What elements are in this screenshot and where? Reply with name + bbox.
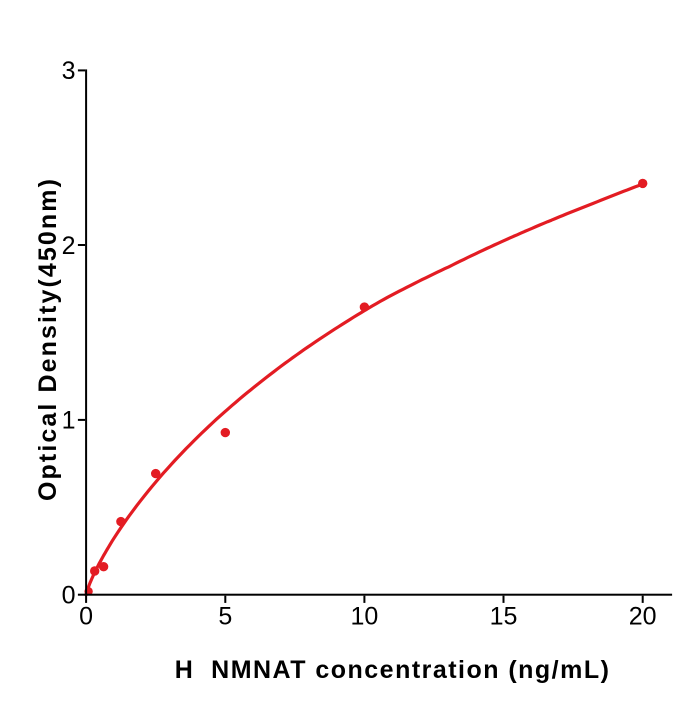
svg-text:5: 5 <box>218 602 232 630</box>
svg-text:0: 0 <box>62 582 76 610</box>
svg-text:20: 20 <box>629 602 657 630</box>
svg-text:Optical Density(450nm): Optical Density(450nm) <box>34 177 62 501</box>
svg-text:15: 15 <box>490 602 518 630</box>
svg-text:1: 1 <box>62 407 76 435</box>
svg-text:3: 3 <box>62 57 76 85</box>
svg-text:H NMNAT concentration (ng/mL): H NMNAT concentration (ng/mL) <box>175 656 611 684</box>
svg-text:10: 10 <box>350 602 378 630</box>
svg-text:0: 0 <box>79 602 93 630</box>
svg-text:2: 2 <box>62 232 76 260</box>
